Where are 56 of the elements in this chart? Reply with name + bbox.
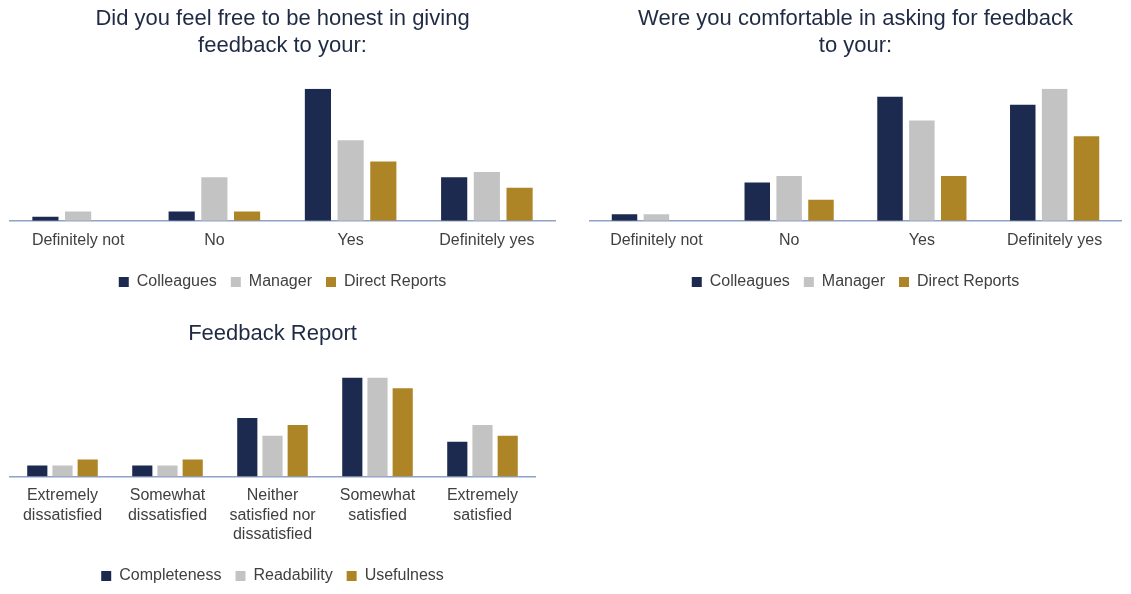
legend-label: Colleagues [709, 272, 790, 290]
bar [441, 177, 468, 221]
bar [1041, 88, 1068, 221]
legend-label: Colleagues [136, 272, 217, 290]
x-tick-label: Definitely yes [439, 230, 535, 248]
bar [367, 377, 388, 477]
x-tick-label: Yes [337, 230, 364, 248]
bar [392, 388, 413, 477]
x-tick-label: Definitely yes [1007, 230, 1103, 248]
legend-label: Manager [248, 272, 313, 290]
bar [237, 417, 258, 477]
x-tick-label: Somewhat dissatisfied [127, 486, 208, 523]
chart-title: Did you feel free to be honest in giving feedback to your: [95, 5, 470, 57]
bar [1073, 136, 1100, 221]
legend-label: Readability [253, 566, 333, 584]
x-tick-label: Extremely satisfied [446, 486, 519, 523]
bar [877, 96, 903, 221]
x-tick-label: Somewhat satisfied [339, 486, 416, 523]
bar [497, 435, 518, 477]
bar [157, 465, 178, 477]
x-tick-label: Extremely dissatisfied [22, 486, 103, 523]
x-tick-label: Neither satisfied nor dissatisfied [229, 486, 317, 542]
x-tick-label: No [204, 230, 225, 248]
bar [473, 171, 500, 221]
x-tick-label: Yes [908, 230, 935, 248]
chart-title: Were you comfortable in asking for feedback to your: [638, 5, 1074, 57]
bar [808, 199, 834, 221]
legend-label: Manager [821, 272, 886, 290]
bar [342, 377, 363, 477]
legend-label: Direct Reports [916, 272, 1020, 290]
bar [744, 182, 771, 221]
legend-label: Usefulness [364, 566, 444, 584]
bar [132, 465, 153, 477]
legend-label: Direct Reports [343, 272, 447, 290]
x-tick-label: Definitely not [610, 230, 704, 248]
bar [287, 424, 308, 477]
bar [909, 120, 935, 221]
bar [182, 459, 203, 477]
bar [27, 465, 48, 477]
bar [1010, 104, 1036, 221]
bar [472, 424, 493, 477]
bar [262, 435, 283, 477]
bar [776, 175, 802, 221]
x-tick-label: No [778, 230, 800, 248]
bar [337, 140, 364, 221]
bar [304, 88, 332, 221]
bar [370, 161, 397, 221]
bar [201, 177, 228, 221]
bar [447, 441, 468, 477]
x-tick-label: Definitely not [31, 230, 125, 248]
chart-title: Feedback Report [188, 320, 357, 346]
bar [940, 175, 967, 221]
bar [506, 187, 533, 221]
legend-label: Completeness [119, 566, 222, 584]
bar [77, 459, 98, 477]
bar [52, 465, 73, 477]
